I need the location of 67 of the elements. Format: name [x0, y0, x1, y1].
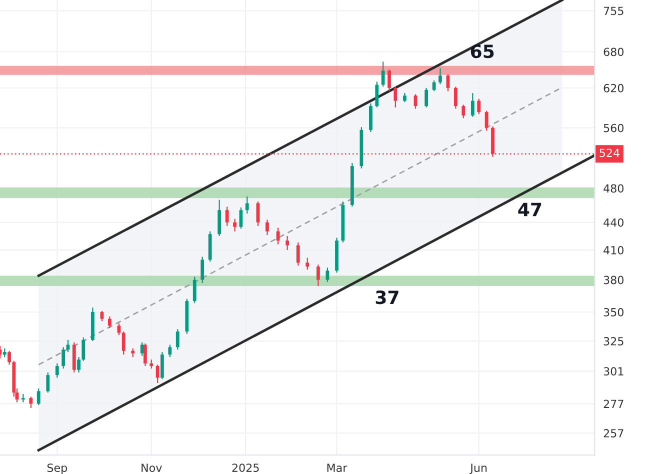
y-tick-label: 301 [604, 367, 624, 376]
y-tick-label: 680 [604, 48, 624, 56]
candlestick [29, 396, 33, 409]
x-tick-label: Nov [142, 464, 162, 472]
y-tick-label: 410 [604, 246, 624, 254]
candlestick [168, 344, 172, 358]
candlestick [454, 86, 458, 110]
candlestick [446, 74, 450, 92]
candlestick [225, 206, 229, 226]
candlestick [256, 200, 260, 226]
candlestick [375, 81, 379, 108]
candlestick [462, 104, 466, 119]
candlestick [369, 102, 372, 133]
candlestick [117, 322, 121, 336]
candlestick [156, 364, 160, 384]
y-tick-label: 440 [604, 218, 624, 227]
candlestick [403, 92, 406, 103]
y-tick-label: 325 [604, 337, 624, 346]
candlestick [140, 342, 144, 356]
y-tick-label: 350 [604, 308, 624, 316]
candlestick [245, 196, 249, 214]
candlestick [160, 352, 164, 380]
candlestick [484, 110, 488, 132]
x-tick-label: Sep [47, 464, 68, 474]
candlestick [394, 86, 398, 108]
candlestick [326, 267, 330, 282]
candlestick [306, 257, 310, 270]
candlestick [122, 331, 126, 356]
x-tick-label: Jun [470, 464, 487, 474]
candlestick [108, 316, 112, 329]
y-tick-label: 755 [604, 6, 624, 16]
y-tick-label: 380 [604, 276, 624, 284]
candlestick [200, 256, 204, 284]
candlestick [286, 235, 290, 251]
x-tick-label: Mar [327, 464, 348, 472]
candlestick [470, 92, 474, 118]
y-tick-label: 257 [604, 429, 624, 438]
candlestick [192, 276, 196, 304]
band-label: 65 [470, 44, 494, 58]
band-label: 47 [518, 202, 542, 216]
candlestick [62, 346, 66, 370]
y-tick-label: 277 [604, 400, 624, 408]
candlestick [82, 336, 86, 362]
candlestick [477, 98, 481, 115]
y-tick-label: 620 [604, 84, 624, 92]
band-label: 37 [376, 290, 398, 304]
candlestick [55, 362, 59, 378]
candlestick [36, 388, 40, 406]
candlestick [144, 342, 147, 367]
candlestick [77, 356, 80, 374]
candlestick [388, 68, 391, 92]
ref-line-label: 524 [600, 148, 620, 158]
candlestick [266, 219, 269, 236]
candlestick [176, 328, 180, 350]
y-tick-label: 480 [604, 184, 624, 193]
y-tick-label: 560 [604, 124, 624, 132]
candlestick [381, 61, 385, 88]
candlestick [296, 242, 300, 266]
candlestick [66, 339, 70, 353]
x-tick-label: 2025 [232, 464, 259, 472]
candlestick [233, 218, 236, 232]
candlestick [100, 310, 104, 322]
candlestick [316, 264, 320, 287]
candlestick [424, 87, 428, 108]
candlestick [8, 350, 11, 366]
candlestick [438, 68, 442, 85]
candlestick [46, 372, 50, 394]
